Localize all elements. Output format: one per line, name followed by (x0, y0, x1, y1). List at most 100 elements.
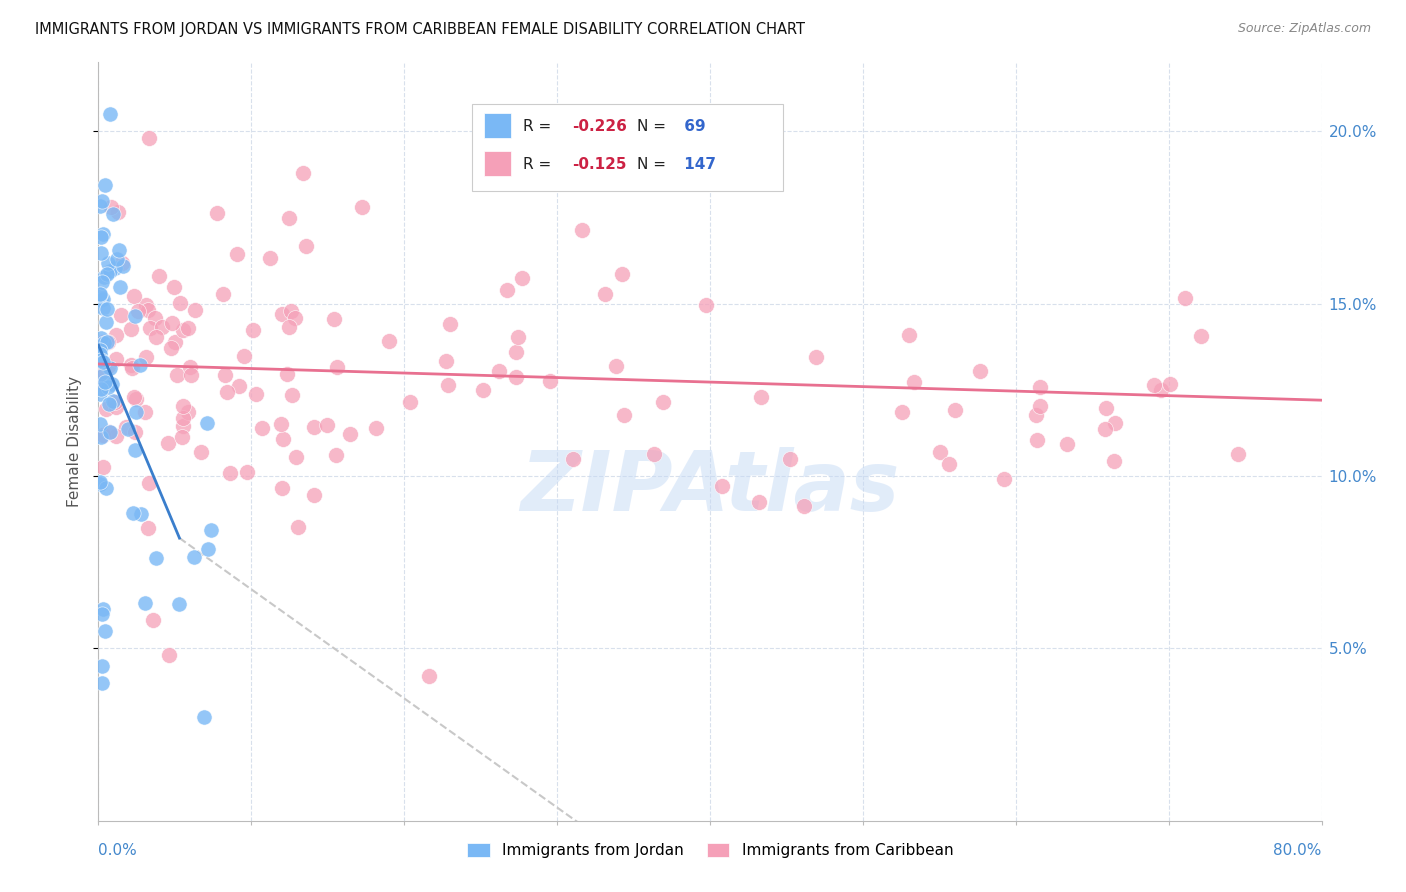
Point (339, 426, 361, 441)
Point (160, 316, 183, 330)
Point (100, 377, 122, 392)
Point (122, 288, 145, 302)
Point (284, 310, 307, 325)
Point (89, 353, 111, 368)
Text: 147: 147 (679, 157, 717, 172)
Point (225, 246, 247, 260)
Point (94, 624, 117, 639)
Point (172, 323, 194, 337)
Point (89, 286, 111, 301)
Point (1025, 409, 1047, 423)
Point (711, 479, 734, 493)
Point (969, 364, 991, 378)
Point (90, 275, 112, 289)
Point (938, 457, 960, 471)
Point (117, 421, 139, 435)
Point (605, 359, 627, 373)
Point (172, 411, 194, 425)
Point (94, 315, 117, 329)
Point (142, 613, 165, 627)
Point (1104, 416, 1126, 430)
Text: IMMIGRANTS FROM JORDAN VS IMMIGRANTS FROM CARIBBEAN FEMALE DISABILITY CORRELATIO: IMMIGRANTS FROM JORDAN VS IMMIGRANTS FRO… (35, 22, 806, 37)
Point (89, 417, 111, 431)
Point (281, 388, 304, 402)
Point (134, 404, 156, 418)
Point (90, 245, 112, 260)
Point (135, 297, 157, 311)
Point (1143, 377, 1166, 392)
Point (128, 359, 150, 373)
Point (183, 550, 205, 565)
Point (779, 451, 801, 466)
Point (434, 354, 457, 368)
Point (943, 402, 966, 417)
Point (271, 481, 294, 495)
Point (105, 252, 128, 266)
Text: ZIPAtlas: ZIPAtlas (520, 447, 900, 527)
Point (103, 261, 125, 276)
Point (197, 542, 219, 557)
Point (897, 328, 920, 343)
Point (91, 194, 114, 208)
Point (200, 523, 222, 537)
Point (325, 448, 347, 462)
Point (193, 710, 215, 724)
Point (488, 364, 510, 378)
Point (91, 377, 114, 392)
Point (170, 430, 193, 444)
Point (89, 476, 111, 491)
Point (163, 334, 186, 349)
Point (252, 420, 274, 434)
Point (176, 321, 198, 335)
Point (124, 309, 146, 323)
Point (505, 369, 527, 384)
Point (89, 199, 111, 213)
Point (316, 417, 339, 432)
Point (94, 481, 117, 495)
Point (157, 436, 180, 450)
Point (96, 267, 118, 281)
Point (125, 392, 148, 407)
Point (1029, 380, 1052, 394)
Point (104, 352, 127, 367)
Point (749, 390, 772, 404)
Point (159, 341, 181, 355)
Point (110, 308, 132, 322)
Point (91, 368, 114, 383)
FancyBboxPatch shape (471, 104, 783, 191)
Point (129, 507, 152, 521)
Point (1174, 291, 1197, 305)
Point (304, 420, 326, 434)
Point (89, 288, 111, 302)
Point (695, 298, 717, 312)
Point (287, 520, 309, 534)
Point (205, 206, 228, 220)
Point (496, 283, 519, 297)
Point (163, 280, 186, 294)
Point (418, 669, 440, 683)
Point (98, 425, 121, 439)
Point (259, 251, 281, 265)
Point (593, 286, 616, 301)
Point (472, 383, 495, 397)
Point (138, 475, 160, 490)
Point (1025, 433, 1047, 447)
Point (295, 239, 318, 253)
Point (236, 465, 259, 479)
Point (111, 256, 134, 270)
Point (89, 343, 111, 358)
FancyBboxPatch shape (484, 113, 510, 138)
Point (91, 459, 114, 474)
Point (121, 506, 143, 520)
Point (90, 382, 112, 396)
Point (97, 380, 120, 394)
Point (378, 334, 401, 348)
Point (96, 255, 118, 269)
Point (107, 243, 129, 257)
Point (929, 445, 952, 459)
Text: -0.226: -0.226 (572, 120, 627, 135)
Point (90, 230, 112, 244)
Point (505, 344, 527, 359)
Point (610, 267, 633, 281)
Point (173, 399, 195, 413)
